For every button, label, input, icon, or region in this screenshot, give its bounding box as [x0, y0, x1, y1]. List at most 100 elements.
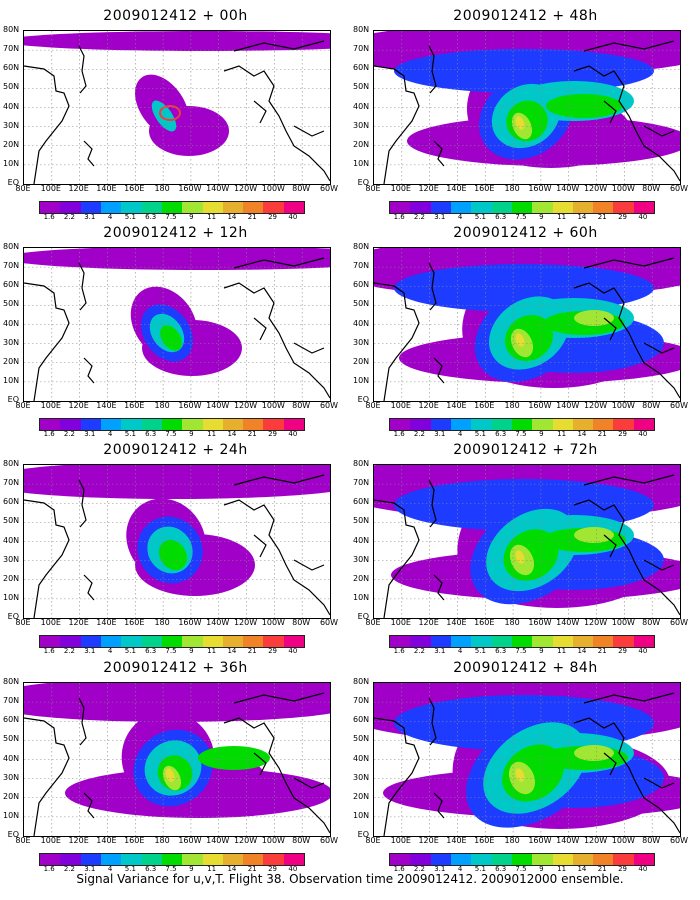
map-panel: 2009012412 + 00h 80N 70N 60N 50N 40N 30N 20N 10N…	[3, 8, 348, 223]
colorbar-swatch	[511, 419, 533, 430]
longitude-label: 80E	[15, 836, 31, 845]
longitude-label: 180	[154, 618, 170, 627]
latitude-label: 80N	[353, 242, 370, 251]
colorbar-label: 3.1	[84, 213, 96, 221]
colorbar-swatch	[222, 636, 244, 647]
colorbar-label: 11	[207, 430, 217, 438]
max-variance-contour	[159, 105, 181, 121]
colorbar-swatch	[60, 854, 81, 865]
latitude-label: 10N	[3, 375, 20, 385]
latitude-label: 50N	[353, 299, 370, 309]
colorbar-swatch	[410, 854, 431, 865]
longitude-label: 160E	[474, 401, 495, 410]
longitude-label: 80W	[642, 836, 661, 845]
colorbar-label: 2.2	[63, 430, 76, 438]
longitude-label: 140W	[206, 836, 230, 845]
colorbar-label: 1.6	[43, 865, 55, 873]
longitude-label: 140E	[96, 618, 117, 627]
variance-contour-band	[151, 100, 177, 132]
latitude-label: 50N	[3, 299, 20, 309]
colorbar-swatch	[283, 854, 305, 865]
longitude-label: 160E	[124, 401, 145, 410]
colorbar-swatch	[511, 636, 533, 647]
colorbar-label: 7.5	[165, 213, 177, 221]
colorbar-swatch	[471, 419, 492, 430]
map-panel: 2009012412 + 84h 80N 70N 60N 50N 40N 30N 20N 10N…	[353, 660, 698, 875]
longitude-label: 120E	[418, 401, 439, 410]
colorbar-swatch	[222, 202, 244, 213]
longitude-label: 100W	[261, 836, 285, 845]
figure-caption: Signal Variance for u,v,T. Flight 38. Ob…	[76, 872, 624, 886]
variance-map	[373, 682, 681, 837]
longitude-label: 160E	[474, 184, 495, 193]
panel-title: 2009012412 + 48h	[453, 8, 598, 24]
latitude-label: 40N	[3, 753, 20, 763]
map-panel: 2009012412 + 36h 80N 70N 60N 50N 40N 30N 20N 10N…	[3, 660, 348, 875]
colorbar-swatch	[283, 419, 305, 430]
latitude-label: 60N	[353, 63, 370, 73]
longitude-label: 140W	[556, 184, 580, 193]
colorbar-swatch	[202, 419, 223, 430]
colorbar-swatch	[390, 202, 411, 213]
graticule-grid	[24, 683, 330, 836]
longitude-label: 160E	[124, 618, 145, 627]
coastline	[24, 257, 330, 401]
longitude-label: 120W	[583, 401, 608, 410]
colorbar-swatch	[263, 419, 284, 430]
longitude-label: 140E	[446, 401, 467, 410]
latitude-label: 20N	[3, 573, 20, 583]
colorbar-swatch	[511, 202, 533, 213]
longitude-label: 60W	[669, 618, 689, 627]
colorbar-label: 2.2	[413, 213, 426, 221]
variance-map	[23, 682, 331, 837]
colorbar-swatch	[450, 202, 472, 213]
colorbar-label: 6.3	[145, 647, 157, 655]
longitude-label: 80W	[642, 401, 661, 410]
latitude-label: 50N	[353, 734, 370, 744]
latitude-label: 30N	[353, 554, 370, 564]
colorbar-label: 2.2	[413, 865, 426, 873]
panel-title: 2009012412 + 84h	[453, 660, 598, 676]
colorbar-swatch	[390, 419, 411, 430]
colorbar	[389, 418, 655, 431]
latitude-label: 60N	[3, 63, 20, 73]
latitude-label: 50N	[353, 516, 370, 526]
graticule-grid	[374, 683, 680, 836]
colorbar-swatch	[633, 854, 655, 865]
longitude-label: 120E	[418, 184, 439, 193]
colorbar-label: 11	[207, 647, 217, 655]
longitude-label: 80E	[15, 184, 31, 193]
colorbar-label: 21	[247, 213, 257, 221]
longitude-label: 120E	[68, 618, 89, 627]
longitude-label: 100E	[390, 836, 411, 845]
colorbar-swatch	[40, 202, 61, 213]
colorbar-label: 3.1	[84, 647, 96, 655]
longitude-label: 140W	[556, 401, 580, 410]
map-panel: 2009012412 + 12h 80N 70N 60N 50N 40N 30N 20N 10N…	[3, 225, 348, 440]
longitude-label: 100W	[611, 836, 635, 845]
colorbar-label: 5.1	[474, 647, 486, 655]
colorbar-swatch	[593, 202, 614, 213]
colorbar-swatch	[572, 202, 594, 213]
latitude-label: 80N	[353, 677, 370, 686]
colorbar-label: 6.3	[495, 647, 507, 655]
colorbar-label: 21	[597, 647, 607, 655]
colorbar-swatch	[410, 202, 431, 213]
longitude-label: 160W	[178, 184, 202, 193]
colorbar-label: 9	[189, 430, 194, 438]
longitude-label: 160W	[178, 618, 202, 627]
colorbar-swatch	[243, 854, 264, 865]
coastline	[24, 692, 330, 836]
colorbar-swatch	[283, 636, 305, 647]
latitude-label: 70N	[3, 44, 20, 54]
colorbar-swatch	[430, 419, 451, 430]
panel-title: 2009012412 + 24h	[103, 442, 248, 458]
latitude-label: 40N	[353, 318, 370, 328]
colorbar-label: 14	[227, 213, 237, 221]
longitude-label: 100E	[40, 836, 61, 845]
graticule-grid	[374, 248, 680, 401]
longitude-label: 160W	[528, 618, 552, 627]
colorbar-label: 14	[577, 865, 587, 873]
longitude-label: 140E	[446, 184, 467, 193]
colorbar-swatch	[80, 202, 101, 213]
